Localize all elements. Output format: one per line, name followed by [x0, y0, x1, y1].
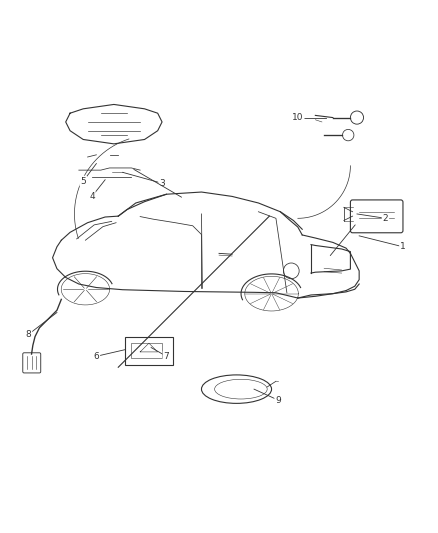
- Text: 10: 10: [292, 113, 304, 122]
- Text: 7: 7: [163, 352, 170, 361]
- Text: 5: 5: [80, 176, 86, 185]
- Text: 4: 4: [89, 192, 95, 201]
- Text: 8: 8: [25, 330, 32, 339]
- Text: 3: 3: [159, 179, 165, 188]
- Text: 1: 1: [400, 243, 406, 251]
- Text: 9: 9: [275, 395, 281, 405]
- Text: 6: 6: [93, 352, 99, 361]
- Bar: [125, 336, 173, 365]
- Bar: [131, 343, 162, 359]
- Text: 2: 2: [383, 214, 388, 223]
